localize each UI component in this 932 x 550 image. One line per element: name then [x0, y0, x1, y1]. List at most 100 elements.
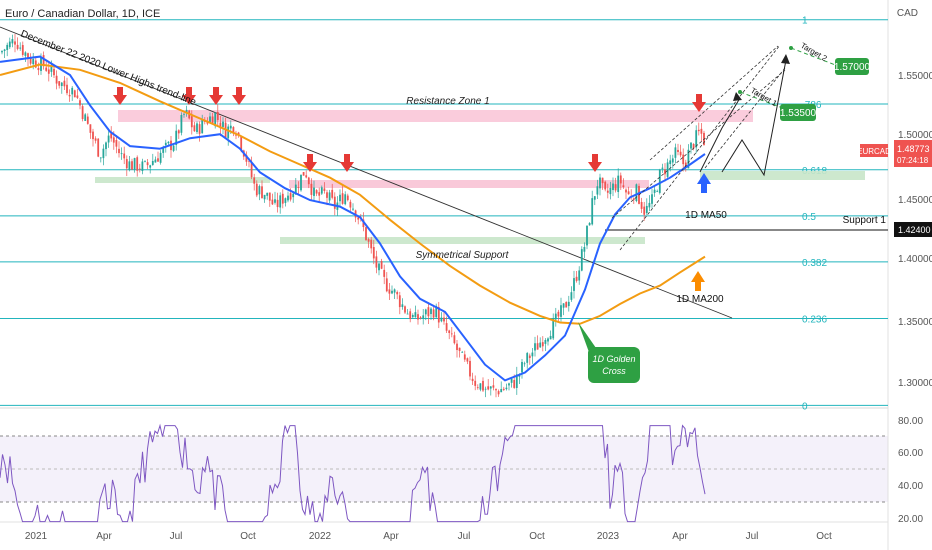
candle-body [14, 41, 16, 45]
candle-body [640, 202, 643, 209]
candle-body [414, 312, 417, 318]
channel-upper-b [611, 69, 786, 219]
candle-body [164, 142, 167, 146]
time-tick: Oct [529, 531, 545, 542]
candle-body [341, 193, 344, 204]
candle-body [263, 194, 266, 200]
rsi-tick: 60.00 [898, 448, 923, 459]
candle-body [557, 311, 560, 317]
candle-body [310, 183, 313, 195]
candle-body [19, 47, 22, 49]
candle-body [138, 168, 141, 170]
candle-body [690, 142, 692, 149]
candle-body [528, 355, 531, 359]
candle-body [448, 330, 451, 333]
candle-body [107, 135, 110, 143]
candle-body [323, 188, 326, 191]
candle-body [8, 41, 11, 48]
price-tick: 1.35000 [898, 317, 932, 328]
candle-body [674, 147, 677, 158]
candle-body [435, 305, 438, 318]
candle-body [167, 141, 170, 144]
countdown: 07:24:18 [897, 156, 929, 165]
candle-body [149, 165, 152, 168]
candle-body [593, 196, 596, 200]
candle-body [27, 53, 29, 59]
candle-body [190, 116, 193, 128]
symbol-badge-text: EURCAD [857, 147, 891, 156]
lower-highs-trendline [0, 26, 733, 319]
candle-body [463, 354, 466, 360]
candle-body [479, 383, 482, 390]
rsi-tick: 80.00 [898, 416, 923, 427]
candle-body [578, 270, 581, 281]
candle-body [193, 125, 196, 132]
candle-body [16, 44, 19, 49]
candle-body [68, 94, 71, 97]
candle-body [370, 239, 373, 249]
support-zone-right [700, 171, 865, 180]
projection-to-target2 [721, 59, 787, 177]
candle-body [695, 130, 698, 148]
candle-body [536, 343, 539, 350]
target1-dot [738, 90, 742, 94]
channel-lower [619, 44, 781, 251]
candle-body [92, 131, 94, 140]
candle-body [661, 167, 664, 169]
candle-body [424, 309, 427, 315]
candle-body [612, 183, 614, 191]
candle-body [671, 158, 674, 163]
time-tick: Jul [458, 531, 471, 542]
candle-body [154, 159, 157, 163]
candle-body [544, 340, 547, 344]
candle-body [367, 239, 370, 242]
candle-body [237, 132, 240, 136]
time-axis: 2021 Apr Jul Oct 2022 Apr Jul Oct 2023 A… [25, 531, 832, 542]
candle-body [406, 313, 409, 315]
support-1-label: Support 1 [843, 215, 887, 226]
candle-body [476, 387, 479, 389]
symmetrical-support-label: Symmetrical Support [416, 250, 510, 261]
candle-body [417, 314, 419, 320]
candle-body [349, 201, 352, 208]
candle-body [492, 385, 495, 388]
arrowhead-target1 [733, 92, 742, 101]
down-arrow-icon [113, 87, 127, 105]
candle-body [211, 116, 214, 124]
candle-body [619, 175, 622, 184]
candle-body [489, 386, 492, 389]
candle-body [229, 125, 232, 129]
candle-body [393, 289, 396, 293]
candle-body [99, 157, 102, 159]
candle-body [549, 335, 552, 340]
candle-body [172, 145, 175, 151]
candle-body [378, 263, 380, 271]
candle-body [443, 317, 445, 322]
candle-body [196, 123, 198, 133]
candle-body [71, 87, 74, 95]
candle-body [222, 121, 224, 127]
candle-body [635, 184, 638, 202]
candle-body [73, 90, 76, 98]
candle-body [6, 44, 9, 50]
candle-body [458, 347, 461, 351]
candle-body [625, 189, 627, 193]
up-arrow-icon [691, 271, 705, 291]
candle-body [333, 196, 336, 209]
candle-body [505, 387, 508, 390]
candle-body [268, 192, 271, 201]
candle-body [232, 127, 235, 134]
candle-body [651, 194, 653, 204]
candle-body [474, 380, 477, 386]
candle-body [300, 174, 302, 191]
candle-body [258, 186, 261, 195]
down-arrow-icon [232, 87, 246, 105]
candle-body [614, 184, 617, 191]
candle-body [313, 187, 315, 196]
fib-level-label: 0 [802, 401, 808, 412]
golden-cross-pointer [578, 322, 596, 355]
candle-body [385, 278, 388, 292]
candle-body [53, 68, 55, 76]
candle-body [302, 172, 305, 176]
ma200-label: 1D MA200 [676, 294, 724, 305]
